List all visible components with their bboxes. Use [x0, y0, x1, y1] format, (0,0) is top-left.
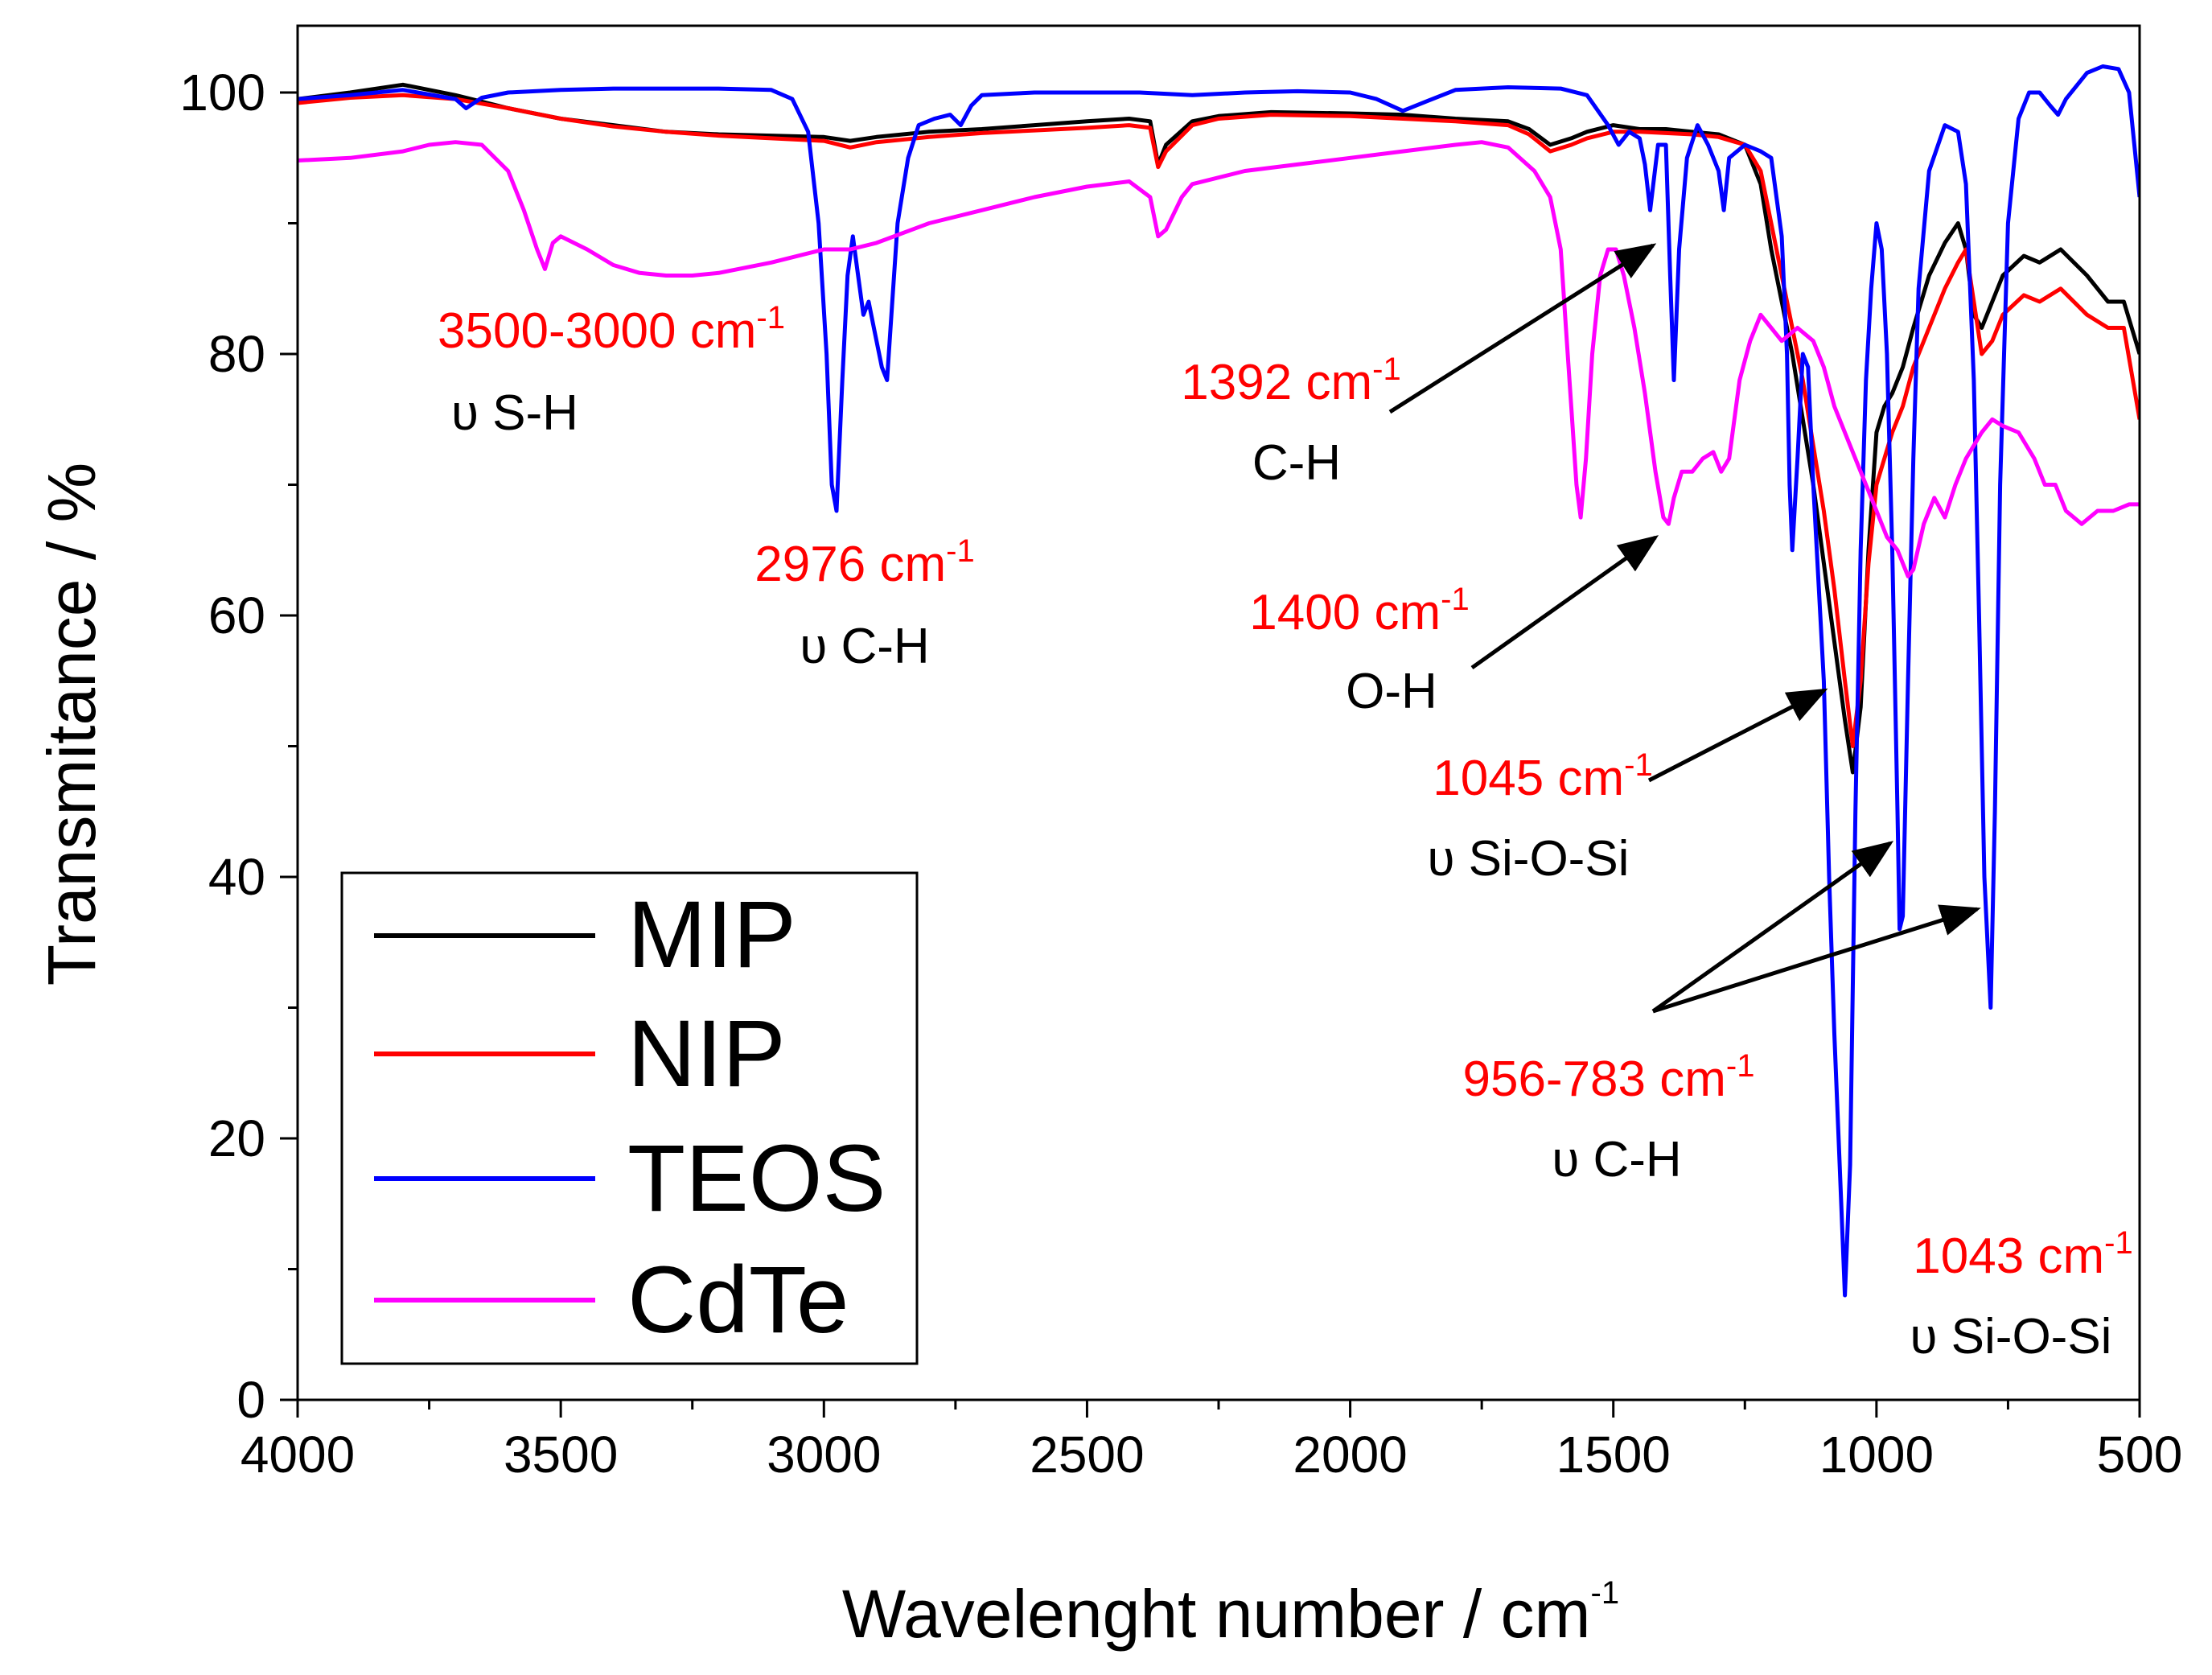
annotation-sh-label: υ S-H	[451, 385, 578, 441]
annotation-1400: 1400 cm-1	[1249, 582, 1469, 640]
legend-box	[340, 871, 919, 1365]
series-line-cdte	[298, 140, 2140, 578]
arrow-956	[1651, 841, 1894, 1014]
y-tick-label: 100	[179, 64, 265, 121]
arrow-1400	[1470, 535, 1659, 670]
annotations: 3500-3000 cm-1 υ S-H 2976 cm-1 υ C-H 139…	[438, 300, 2133, 1364]
annotation-956-783: 956-783 cm-1	[1462, 1048, 1754, 1107]
annotation-ch-label-1: υ C-H	[800, 619, 929, 674]
annotation-3500-3000: 3500-3000 cm-1	[438, 300, 785, 359]
legend-label-teos: TEOS	[627, 1126, 886, 1232]
series-layer	[298, 64, 2140, 1298]
series-line-nip	[298, 93, 2140, 748]
annotation-ch-label-3: υ C-H	[1552, 1132, 1681, 1187]
y-tick-label: 0	[236, 1371, 265, 1429]
x-tick-label: 4000	[241, 1426, 355, 1484]
x-tick-label: 1500	[1556, 1426, 1671, 1484]
arrow-1392	[1388, 243, 1657, 414]
y-axis-ticks: 0 20 40 60 80 100	[179, 64, 298, 1429]
x-tick-label: 3500	[504, 1426, 618, 1484]
annotation-1043: 1043 cm-1	[1913, 1225, 2132, 1284]
annotation-1045: 1045 cm-1	[1433, 747, 1652, 806]
arrow-1045	[1647, 688, 1828, 783]
legend-label-mip: MIP	[627, 882, 796, 988]
x-tick-label: 1000	[1819, 1426, 1934, 1484]
y-axis-title: Transmitance / %	[34, 463, 109, 986]
x-tick-label: 3000	[767, 1426, 881, 1484]
y-tick-label: 80	[208, 325, 265, 383]
arrow-783	[1652, 904, 1981, 1014]
annotation-2976: 2976 cm-1	[754, 533, 974, 592]
x-tick-label: 2000	[1293, 1426, 1407, 1484]
series-line-teos	[298, 64, 2140, 1298]
x-tick-label: 2500	[1030, 1426, 1144, 1484]
annotation-si-o-si-label-1: υ Si-O-Si	[1428, 831, 1630, 887]
annotation-arrows	[1388, 243, 1981, 1014]
y-tick-label: 20	[208, 1109, 265, 1167]
annotation-si-o-si-label-2: υ Si-O-Si	[1910, 1309, 2112, 1364]
x-tick-label: 500	[2097, 1426, 2183, 1484]
y-tick-label: 40	[208, 848, 265, 906]
annotation-ch-label-2: C-H	[1252, 435, 1341, 491]
series-line-mip	[298, 82, 2140, 775]
annotation-oh-label: O-H	[1346, 664, 1437, 719]
x-axis-title: Wavelenght number / cm-1	[842, 1575, 1619, 1652]
annotation-1392: 1392 cm-1	[1181, 352, 1400, 410]
legend-label-cdte: CdTe	[627, 1247, 849, 1353]
legend-label-nip: NIP	[627, 1001, 786, 1107]
legend: MIP NIP TEOS CdTe	[340, 871, 919, 1365]
y-tick-label: 60	[208, 586, 265, 644]
x-axis-ticks: 4000 3500 3000 2500 2000 1500 1000 500	[241, 1400, 2183, 1484]
